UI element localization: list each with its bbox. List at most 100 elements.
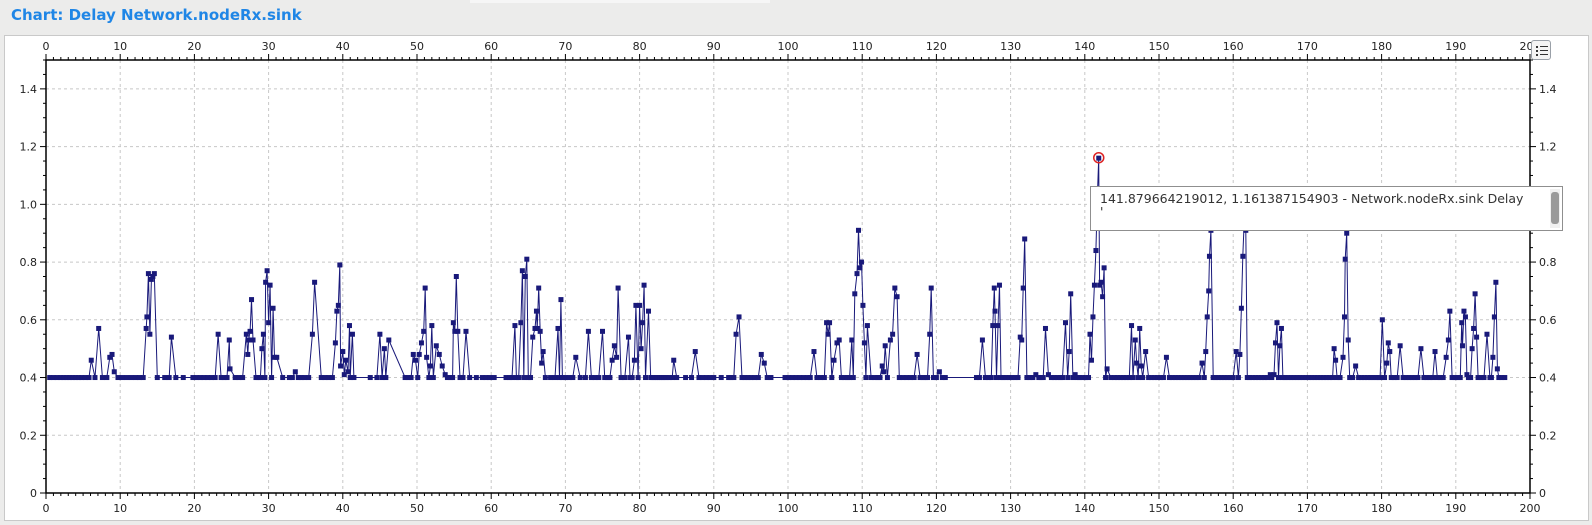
data-point: [1475, 375, 1481, 381]
data-point: [994, 375, 1000, 381]
data-point: [1461, 308, 1467, 314]
data-point: [585, 328, 591, 334]
data-point: [1103, 375, 1109, 381]
y-tick-label-left: 1.2: [20, 141, 38, 154]
data-point: [537, 328, 543, 334]
data-point: [262, 375, 268, 381]
data-point: [410, 351, 416, 357]
data-point: [1070, 375, 1076, 381]
data-point: [1066, 349, 1072, 355]
data-point: [1172, 375, 1178, 381]
data-point: [834, 340, 840, 346]
data-point: [821, 375, 827, 381]
data-point: [1430, 375, 1436, 381]
y-tick-label-left: 0.6: [20, 314, 38, 327]
data-point: [377, 331, 383, 337]
data-point: [540, 349, 546, 355]
data-point: [227, 366, 233, 372]
data-point: [1324, 375, 1330, 381]
data-point: [337, 262, 343, 268]
data-point: [422, 285, 428, 291]
data-point: [1054, 375, 1060, 381]
chart-plot[interactable]: 0010102020303040405050606070708080909010…: [5, 36, 1588, 520]
data-point: [1288, 375, 1294, 381]
data-point: [524, 256, 530, 262]
data-point: [1499, 375, 1505, 381]
data-point: [622, 375, 628, 381]
data-point: [643, 375, 649, 381]
data-point: [1255, 375, 1261, 381]
data-point: [1152, 375, 1158, 381]
data-point: [455, 328, 461, 334]
x-tick-label-bottom: 180: [1371, 502, 1392, 515]
data-point: [1077, 375, 1083, 381]
data-point: [1027, 375, 1033, 381]
data-point: [733, 331, 739, 337]
data-point: [1022, 236, 1028, 242]
data-point: [939, 375, 945, 381]
data-point: [208, 375, 214, 381]
data-point: [995, 323, 1001, 329]
x-tick-label-bottom: 80: [633, 502, 647, 515]
data-tooltip: 141.879664219012, 1.161387154903 - Netwo…: [1090, 186, 1563, 231]
data-point: [1237, 351, 1243, 357]
data-point: [1330, 375, 1336, 381]
data-point: [1294, 375, 1300, 381]
data-point: [904, 375, 910, 381]
data-point: [334, 308, 340, 314]
data-point: [1481, 375, 1487, 381]
data-point: [1086, 375, 1092, 381]
data-point: [533, 308, 539, 314]
data-point: [973, 375, 979, 381]
data-point: [415, 375, 421, 381]
x-tick-label-top: 140: [1074, 40, 1095, 53]
data-point: [73, 375, 79, 381]
data-point: [1370, 375, 1376, 381]
x-tick-label-top: 160: [1223, 40, 1244, 53]
data-point: [427, 363, 433, 369]
data-point: [641, 282, 647, 288]
data-point: [522, 274, 528, 279]
data-point: [140, 375, 146, 381]
data-point: [109, 351, 115, 357]
data-point: [205, 375, 211, 381]
data-point: [1362, 375, 1368, 381]
legend-toggle-button[interactable]: [1531, 40, 1551, 60]
data-point: [245, 351, 251, 357]
data-point: [1409, 375, 1415, 381]
data-point: [426, 375, 432, 381]
data-point: [1117, 375, 1123, 381]
data-point: [1333, 357, 1339, 363]
tooltip-scrollbar[interactable]: [1550, 189, 1560, 228]
data-point: [863, 375, 869, 381]
data-point: [1218, 375, 1224, 381]
data-point: [600, 328, 605, 334]
data-point: [92, 375, 98, 381]
data-point: [633, 302, 639, 308]
data-point: [1247, 375, 1253, 381]
chart-frame[interactable]: 0 0 10 10 20 20 30 30 40 40 50 50 60 60 70 70 80 80 90 90 10…: [4, 35, 1589, 521]
data-point: [528, 375, 534, 381]
data-point: [280, 375, 286, 381]
y-tick-label-left: 0: [30, 487, 37, 500]
data-point: [1282, 375, 1288, 381]
data-point: [877, 375, 883, 381]
x-tick-label-top: 30: [262, 40, 276, 53]
data-point: [618, 375, 624, 381]
data-point: [692, 349, 698, 355]
tooltip-scroll-thumb[interactable]: [1551, 192, 1559, 224]
data-point: [64, 375, 70, 381]
data-point: [67, 375, 73, 381]
data-point: [1135, 375, 1141, 381]
y-tick-label-left: 0.2: [20, 429, 38, 442]
data-point: [457, 375, 463, 381]
data-point: [936, 369, 942, 375]
x-tick-label-bottom: 60: [484, 502, 498, 515]
data-point: [104, 375, 110, 381]
data-point: [221, 375, 227, 381]
data-point: [982, 375, 988, 381]
data-point: [1385, 340, 1391, 346]
data-point: [927, 331, 933, 337]
data-point: [1432, 349, 1438, 355]
data-point: [1143, 349, 1149, 355]
